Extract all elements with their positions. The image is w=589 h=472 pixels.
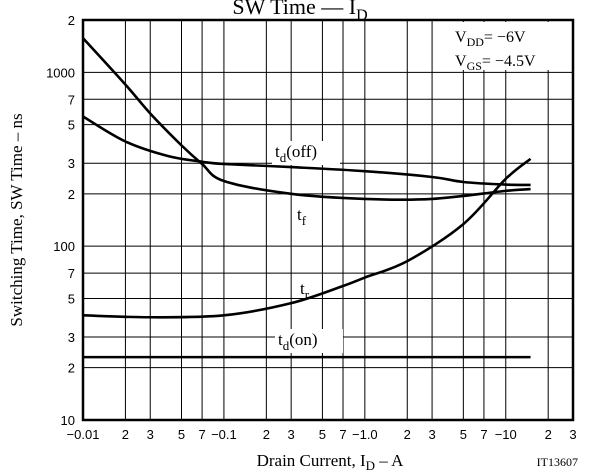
condition-text: VGS= −4.5V (455, 53, 536, 73)
x-tick-label: 3 (569, 427, 576, 442)
series-label: tf (297, 205, 307, 228)
series-label-text: (on) (289, 330, 317, 349)
x-tick-label: 2 (122, 427, 129, 442)
x-tick-label: −0.01 (67, 427, 100, 442)
x-tick-label: 7 (480, 427, 487, 442)
series-label-text: t (297, 205, 302, 224)
x-tick-label: 3 (428, 427, 435, 442)
x-tick-label: 2 (263, 427, 270, 442)
condition-symbol: V (455, 29, 467, 46)
y-tick-label: 5 (68, 291, 75, 306)
x-label-text: Drain Current, I (257, 451, 366, 470)
series-label: tr (300, 279, 310, 302)
y-tick-label: 7 (68, 266, 75, 281)
x-tick-label: 2 (545, 427, 552, 442)
figure-code: IT13607 (537, 455, 578, 469)
series-label-text: t (278, 330, 283, 349)
y-axis-label: Switching Time, SW Time – ns (7, 113, 26, 326)
title-subscript: D (356, 7, 368, 24)
curve (82, 157, 532, 319)
condition-symbol: V (455, 53, 467, 70)
x-tick-label: 5 (178, 427, 185, 442)
y-tick-label: 2 (68, 13, 75, 28)
series-label-subscript: d (283, 338, 290, 353)
x-tick-label: 7 (198, 427, 205, 442)
series-label: td(off) (275, 142, 317, 165)
condition-subscript: DD (467, 35, 485, 49)
y-tick-label: 100 (53, 239, 75, 254)
series-label-subscript: d (280, 150, 287, 165)
y-tick-label: 5 (68, 118, 75, 133)
series-label-subscript: r (305, 287, 310, 302)
condition-subscript: GS (467, 59, 482, 73)
x-tick-label: 5 (460, 427, 467, 442)
label-background (272, 141, 340, 165)
series-label-text: t (300, 279, 305, 298)
x-tick-label: 7 (339, 427, 346, 442)
x-tick-label: −1.0 (352, 427, 378, 442)
x-tick-label: 2 (404, 427, 411, 442)
x-label-subscript: D (366, 458, 375, 472)
x-tick-label: 5 (319, 427, 326, 442)
conditions-box (448, 22, 571, 70)
y-tick-label: 3 (68, 330, 75, 345)
x-tick-label: 3 (147, 427, 154, 442)
title-text: SW Time — I (232, 0, 356, 19)
x-tick-label: −0.1 (211, 427, 237, 442)
label-background (275, 329, 343, 353)
condition-value: = −4.5V (482, 53, 536, 70)
y-tick-label: 2 (68, 187, 75, 202)
y-tick-label: 2 (68, 361, 75, 376)
y-tick-label: 10 (61, 413, 75, 428)
series-label: td(on) (278, 330, 318, 353)
series-label-text: t (275, 142, 280, 161)
curve (82, 115, 531, 187)
y-tick-label: 3 (68, 156, 75, 171)
chart-title: SW Time — ID (232, 0, 367, 24)
series-label-subscript: f (302, 213, 307, 228)
curve (82, 37, 531, 202)
condition-value: = −6V (484, 29, 526, 46)
x-label-text: – A (375, 451, 404, 470)
y-tick-label: 7 (68, 92, 75, 107)
condition-text: VDD= −6V (455, 29, 526, 49)
series-label-text: (off) (286, 142, 317, 161)
plot-frame (81, 18, 575, 422)
x-tick-label: 3 (288, 427, 295, 442)
y-tick-label: 1000 (46, 65, 75, 80)
x-tick-label: −10 (495, 427, 517, 442)
x-axis-label: Drain Current, ID – A (257, 451, 405, 472)
